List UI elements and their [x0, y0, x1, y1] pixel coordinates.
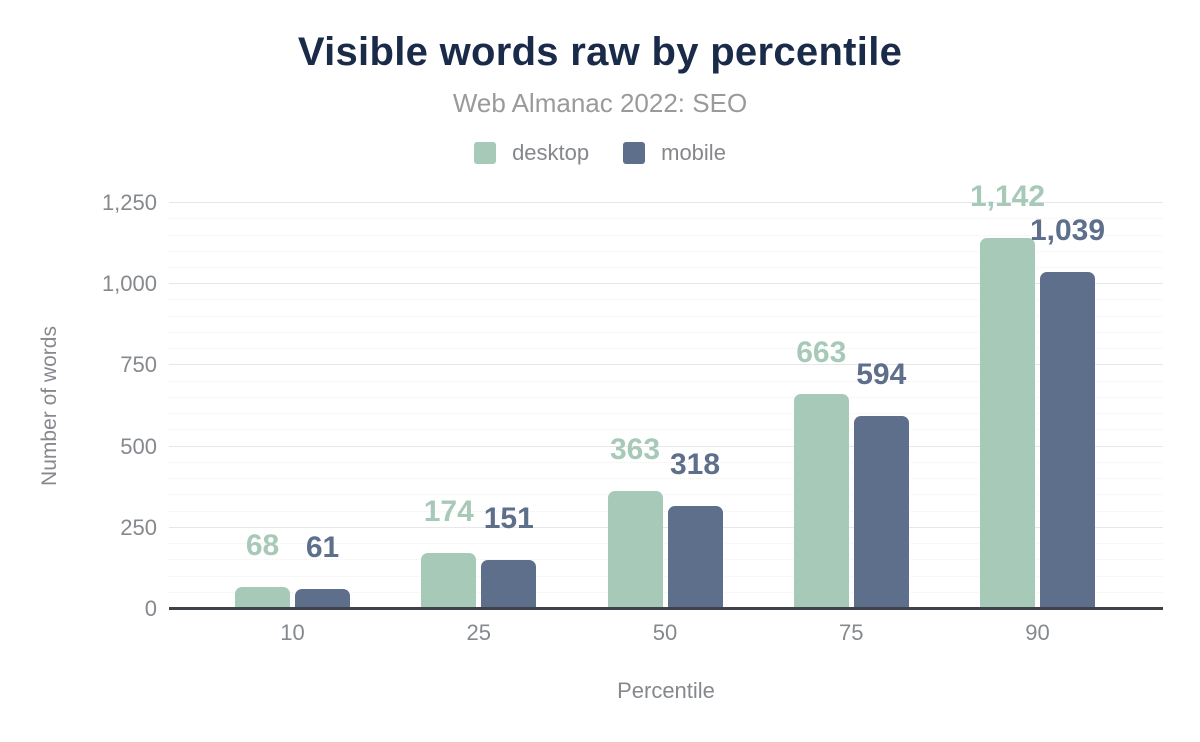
minor-gridline	[169, 218, 1163, 220]
minor-gridline	[169, 478, 1163, 480]
minor-gridline	[169, 413, 1163, 415]
minor-gridline	[169, 559, 1163, 561]
bar-group: 363 318	[607, 435, 723, 609]
y-tick-label: 750	[120, 352, 157, 378]
x-axis-line	[169, 607, 1163, 610]
y-tick-label: 250	[120, 514, 157, 540]
plot-area: 68 61 174 151 363 318 663 594 1,142 1,039	[169, 182, 1163, 609]
legend-swatch-icon	[474, 142, 497, 164]
chart-legend: desktop mobile	[0, 140, 1200, 166]
minor-gridline	[169, 348, 1163, 350]
bar-group: 174 151	[421, 496, 537, 609]
bar-value-label: 151	[483, 502, 534, 535]
y-tick-label: 0	[144, 596, 157, 621]
minor-gridline	[169, 543, 1163, 544]
major-gridline	[169, 202, 1163, 203]
bar-value-label: 363	[609, 433, 661, 467]
bar-desktop[interactable]: 68	[235, 530, 290, 609]
x-tick-label: 90	[1025, 620, 1050, 645]
bar-value-label: 1,142	[969, 180, 1046, 214]
minor-gridline	[169, 380, 1163, 382]
minor-gridline	[169, 429, 1163, 431]
bar-value-label: 174	[423, 494, 474, 528]
bar-value-label: 68	[245, 528, 280, 562]
legend-item-mobile[interactable]: mobile	[623, 140, 726, 166]
bar-group: 1,142 1,039	[970, 182, 1105, 609]
major-gridline	[169, 526, 1163, 528]
y-axis-ticks: 0 250 500 750 1,000 1,250	[0, 190, 157, 621]
bar-value-label: 1,039	[1029, 213, 1106, 247]
bar-value-label: 663	[796, 335, 847, 369]
minor-gridline	[169, 494, 1163, 496]
bar-desktop[interactable]: 1,142	[970, 182, 1045, 609]
bar-mobile[interactable]: 1,039	[1030, 215, 1105, 609]
minor-gridline	[169, 591, 1163, 593]
minor-gridline	[169, 510, 1163, 512]
chart-title: Visible words raw by percentile	[297, 30, 903, 74]
bar-mobile[interactable]: 61	[295, 533, 350, 609]
minor-gridline	[169, 331, 1163, 333]
minor-gridline	[169, 299, 1163, 301]
legend-label: desktop	[512, 140, 590, 165]
minor-gridline	[169, 267, 1163, 268]
x-tick-label: 50	[652, 620, 678, 645]
minor-gridline	[169, 234, 1163, 236]
bar-value-label: 594	[856, 358, 907, 392]
y-tick-label: 1,250	[101, 190, 157, 215]
x-tick-label: 75	[839, 620, 864, 645]
x-tick-label: 25	[466, 620, 491, 645]
chart-subtitle: Web Almanac 2022: SEO	[452, 88, 748, 118]
minor-gridline	[169, 575, 1163, 577]
bar-desktop[interactable]: 663	[793, 337, 849, 609]
x-tick-label: 10	[280, 620, 305, 645]
y-tick-label: 500	[120, 433, 157, 459]
minor-gridline	[169, 315, 1163, 317]
x-axis-title: Percentile	[617, 678, 715, 703]
bar-desktop[interactable]: 174	[421, 496, 477, 609]
major-gridline	[169, 364, 1163, 366]
major-gridline	[169, 283, 1163, 285]
bar-value-label: 61	[305, 531, 340, 565]
bar-mobile[interactable]: 318	[667, 449, 723, 609]
bar-desktop[interactable]: 363	[607, 435, 663, 609]
minor-gridline	[169, 250, 1163, 252]
bar-mobile[interactable]: 151	[481, 504, 537, 609]
bar-group: 68 61	[235, 530, 350, 609]
bar-value-label: 318	[669, 447, 721, 481]
bar-group: 663 594	[793, 337, 909, 609]
y-tick-label: 1,000	[101, 271, 157, 297]
legend-swatch-icon	[623, 142, 646, 164]
minor-gridline	[169, 396, 1163, 398]
major-gridline	[169, 445, 1163, 447]
legend-item-desktop[interactable]: desktop	[474, 140, 589, 166]
legend-label: mobile	[661, 140, 726, 165]
bar-mobile[interactable]: 594	[853, 360, 909, 609]
minor-gridline	[169, 461, 1163, 463]
